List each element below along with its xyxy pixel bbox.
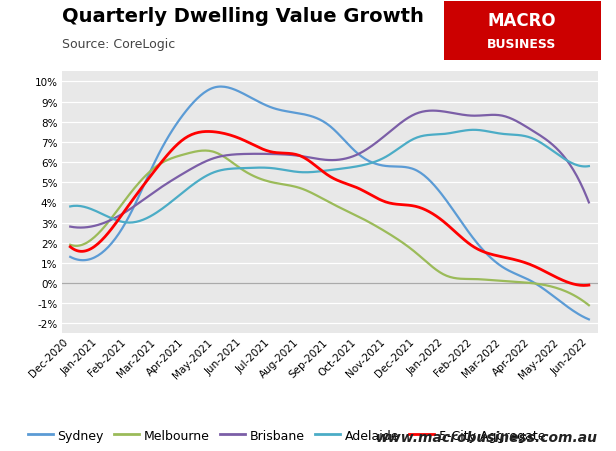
Text: www.macrobusiness.com.au: www.macrobusiness.com.au [376, 430, 598, 444]
Line: Sydney: Sydney [70, 87, 589, 320]
Brisbane [386, 130, 393, 135]
5-City Aggregate [203, 129, 211, 135]
Melbourne [202, 148, 209, 154]
Line: Brisbane: Brisbane [70, 111, 589, 228]
Sydney [386, 164, 393, 170]
Adelaide [585, 164, 593, 170]
Melbourne [505, 279, 513, 285]
Sydney [377, 163, 384, 169]
Brisbane [429, 109, 437, 114]
Melbourne [386, 232, 393, 237]
Brisbane [540, 136, 548, 141]
Sydney [585, 317, 593, 322]
Adelaide [67, 204, 74, 210]
5-City Aggregate [68, 246, 76, 251]
5-City Aggregate [505, 256, 513, 262]
5-City Aggregate [377, 198, 384, 203]
Melbourne [67, 243, 74, 248]
Sydney [68, 255, 76, 261]
Sydney [375, 163, 383, 168]
Line: 5-City Aggregate: 5-City Aggregate [70, 132, 589, 286]
Brisbane [377, 137, 384, 143]
Brisbane [68, 225, 76, 230]
Brisbane [77, 226, 84, 231]
Text: Quarterly Dwelling Value Growth: Quarterly Dwelling Value Growth [62, 7, 423, 26]
Adelaide [471, 128, 478, 133]
Brisbane [67, 225, 74, 230]
Adelaide [126, 221, 133, 226]
Line: Melbourne: Melbourne [70, 151, 589, 306]
5-City Aggregate [538, 267, 546, 273]
Sydney [67, 254, 74, 260]
5-City Aggregate [375, 197, 383, 202]
5-City Aggregate [386, 201, 393, 206]
Brisbane [375, 138, 383, 144]
Melbourne [68, 243, 76, 249]
Melbourne [538, 282, 546, 288]
5-City Aggregate [580, 283, 588, 289]
Line: Adelaide: Adelaide [70, 130, 589, 223]
Adelaide [386, 152, 393, 158]
Adelaide [377, 157, 384, 163]
Melbourne [375, 226, 383, 231]
Brisbane [585, 200, 593, 206]
5-City Aggregate [67, 244, 74, 250]
Text: MACRO: MACRO [488, 12, 556, 30]
Text: BUSINESS: BUSINESS [487, 38, 557, 51]
Adelaide [375, 158, 383, 164]
Melbourne [377, 226, 384, 232]
Text: Source: CoreLogic: Source: CoreLogic [62, 38, 175, 51]
Adelaide [540, 143, 548, 148]
Adelaide [507, 133, 514, 138]
Sydney [217, 85, 225, 90]
Sydney [505, 268, 513, 274]
5-City Aggregate [585, 283, 593, 288]
Legend: Sydney, Melbourne, Brisbane, Adelaide, 5-City Aggregate: Sydney, Melbourne, Brisbane, Adelaide, 5… [23, 423, 551, 446]
Melbourne [585, 303, 593, 308]
Sydney [538, 285, 546, 291]
Brisbane [507, 116, 514, 122]
Adelaide [68, 204, 76, 209]
